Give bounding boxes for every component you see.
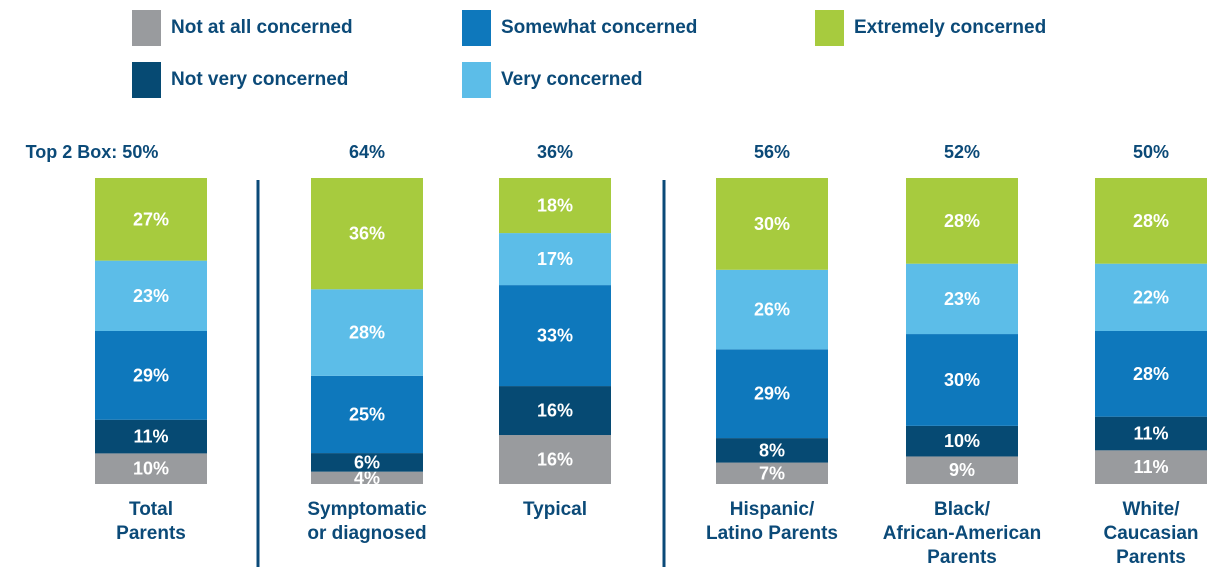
category-label: Hispanic/ [730, 499, 815, 520]
category-label: Parents [116, 523, 186, 544]
bar-segment-not_very [716, 438, 828, 463]
data-label-not_at_all: 16% [537, 450, 573, 470]
data-label-extremely: 28% [944, 211, 980, 231]
legend-label-not-at-all: Not at all concerned [171, 17, 353, 38]
bar-segment-somewhat [95, 331, 207, 420]
bar-segment-somewhat [1095, 331, 1207, 417]
bar-segment-not_very [499, 386, 611, 436]
data-label-not_very: 10% [944, 431, 980, 451]
legend-swatch-not-very [132, 62, 161, 98]
data-label-not_at_all: 4% [354, 468, 380, 488]
data-label-not_very: 16% [537, 401, 573, 421]
data-label-not_at_all: 10% [133, 459, 169, 479]
data-label-extremely: 36% [349, 224, 385, 244]
data-label-not_very: 6% [354, 452, 380, 472]
category-label: Parents [927, 547, 997, 567]
data-label-not_very: 11% [133, 427, 168, 447]
legend-label-very: Very concerned [501, 69, 643, 90]
bar-segment-extremely [95, 178, 207, 261]
category-label: Black/ [934, 499, 991, 520]
data-label-somewhat: 29% [133, 365, 169, 385]
legend-swatch-extremely [815, 10, 844, 46]
legend-swatch-somewhat [462, 10, 491, 46]
bar-segment-somewhat [906, 334, 1018, 426]
bar-segment-not_very [95, 419, 207, 454]
bar-segment-somewhat [311, 375, 423, 454]
data-label-not_at_all: 9% [949, 460, 975, 480]
bar-segment-not_at_all [716, 462, 828, 484]
data-label-extremely: 30% [754, 214, 790, 234]
legend-label-not-very: Not very concerned [171, 69, 349, 90]
category-label: Total [129, 499, 173, 520]
data-label-extremely: 27% [133, 209, 169, 229]
bar-segment-not_very [311, 453, 423, 472]
data-label-very: 26% [754, 300, 790, 320]
bar-segment-very [499, 233, 611, 286]
bar-segment-somewhat [499, 285, 611, 387]
data-label-not_at_all: 11% [1133, 457, 1168, 477]
data-label-not_at_all: 7% [759, 463, 785, 483]
bar-segment-not_at_all [499, 435, 611, 484]
bar-segment-very [1095, 263, 1207, 331]
data-label-not_very: 11% [1133, 424, 1168, 444]
bar-segment-extremely [716, 178, 828, 270]
category-label: White/ [1123, 499, 1181, 520]
data-label-very: 28% [349, 323, 385, 343]
data-label-somewhat: 25% [349, 404, 385, 424]
top-box-label: 50% [1133, 142, 1169, 162]
data-label-extremely: 18% [537, 196, 573, 216]
bar-segment-very [311, 289, 423, 376]
category-label: Latino Parents [706, 523, 838, 544]
bar-segment-extremely [499, 178, 611, 234]
category-label: Typical [523, 499, 587, 520]
data-label-not_very: 8% [759, 440, 785, 460]
bar-segment-not_at_all [906, 456, 1018, 484]
bar-segment-not_at_all [95, 453, 207, 484]
top-box-label: 56% [754, 142, 790, 162]
bar-segment-extremely [311, 178, 423, 290]
legend: Not at all concerned Somewhat concerned … [0, 0, 1209, 110]
data-label-somewhat: 33% [537, 326, 573, 346]
bar-segment-somewhat [716, 349, 828, 439]
bar-segment-extremely [906, 178, 1018, 264]
data-label-very: 17% [537, 249, 573, 269]
top-box-label: 52% [944, 142, 980, 162]
data-label-very: 23% [133, 286, 169, 306]
data-label-somewhat: 29% [754, 384, 790, 404]
data-label-somewhat: 28% [1133, 364, 1169, 384]
bar-segment-extremely [1095, 178, 1207, 264]
data-label-extremely: 28% [1133, 211, 1169, 231]
bar-segment-very [906, 263, 1018, 335]
category-label: or diagnosed [307, 523, 426, 544]
top-box-label: 64% [349, 142, 385, 162]
category-label: African-American [883, 523, 1041, 544]
data-label-somewhat: 30% [944, 370, 980, 390]
bar-segment-not_very [1095, 416, 1207, 451]
legend-swatch-not-at-all [132, 10, 161, 46]
bar-segment-not_at_all [1095, 450, 1207, 484]
legend-label-somewhat: Somewhat concerned [501, 17, 698, 38]
bar-segment-not_at_all [311, 471, 423, 484]
data-label-very: 22% [1133, 287, 1169, 307]
top-box-label: Top 2 Box: 50% [26, 142, 159, 162]
category-label: Parents [1116, 547, 1186, 567]
legend-label-extremely: Extremely concerned [854, 17, 1047, 38]
category-label: Symptomatic [307, 499, 427, 520]
bar-segment-very [716, 269, 828, 350]
category-label: Caucasian [1103, 523, 1198, 544]
bar-segment-very [95, 260, 207, 331]
bar-segment-not_very [906, 425, 1018, 457]
top-box-label: 36% [537, 142, 573, 162]
legend-swatch-very [462, 62, 491, 98]
data-label-very: 23% [944, 289, 980, 309]
